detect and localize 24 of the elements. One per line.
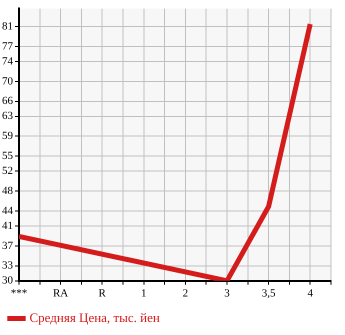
x-tick-label: 1 (141, 287, 147, 300)
legend-label: Средняя Цена, тыс. йен (30, 310, 160, 325)
y-tick-label: 77 (2, 40, 14, 52)
y-tick-label: 52 (2, 165, 13, 178)
y-tick-label: 66 (2, 95, 14, 108)
y-tick-label: 44 (2, 204, 14, 217)
y-tick-label: 37 (2, 240, 14, 252)
x-tick-label: 2 (182, 287, 188, 300)
x-tick-label: 4 (307, 287, 314, 300)
y-tick-label: 63 (2, 110, 14, 122)
y-tick-label: 33 (2, 260, 14, 272)
y-tick-label: 55 (2, 150, 14, 162)
x-tick-label: *** (10, 287, 28, 300)
y-tick-label: 48 (2, 184, 14, 197)
x-tick-label: 3,5 (262, 287, 276, 300)
y-tick-label: 41 (2, 220, 13, 232)
x-tick-label: R (98, 287, 107, 300)
x-tick-label: RA (52, 287, 68, 300)
y-tick-label: 81 (2, 20, 13, 32)
x-tick-label: 3 (224, 287, 230, 300)
y-tick-label: 74 (2, 55, 14, 68)
y-tick-label: 59 (2, 130, 14, 142)
y-tick-label: 30 (2, 274, 14, 287)
y-tick-label: 70 (2, 75, 14, 88)
